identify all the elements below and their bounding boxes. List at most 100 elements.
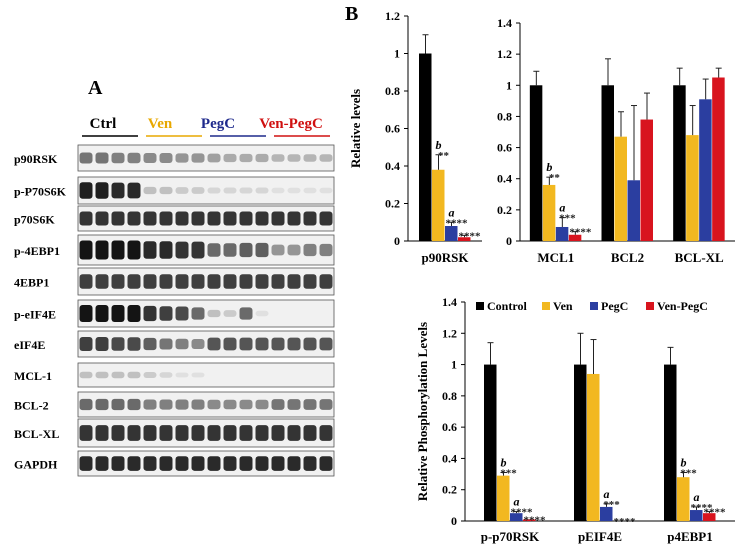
blot-band [191, 187, 205, 194]
y-tick-label: 0.2 [385, 197, 400, 211]
blot-row-label: GAPDH [14, 458, 58, 472]
blot-band [319, 456, 333, 471]
blot-row-label: eIF4E [14, 338, 45, 352]
blot-band [223, 153, 237, 163]
blot-band [175, 399, 189, 410]
blot-band [239, 211, 253, 226]
significance-letter: a [604, 487, 610, 501]
blot-row-label: p90RSK [14, 152, 58, 166]
blot-band [191, 241, 205, 259]
blot-band [239, 456, 253, 471]
blot-band [111, 211, 125, 226]
blot-band [95, 336, 109, 352]
significance-letter: a [514, 495, 520, 509]
bar-ven-pegc [703, 513, 716, 521]
blot-band [303, 154, 317, 162]
blot-band [271, 187, 285, 194]
y-tick-label: 1.2 [385, 9, 400, 23]
blot-band [319, 243, 333, 257]
x-category-label: p-p70RSK [481, 529, 540, 544]
blot-band [111, 398, 125, 411]
blot-band [223, 187, 237, 194]
bar-ven-pegc [712, 77, 725, 241]
blot-band [303, 243, 317, 257]
bar-ven-pegc [458, 237, 471, 241]
blot-band [207, 425, 221, 441]
blot-band [319, 337, 333, 351]
bar-ven [542, 184, 556, 241]
blot-band [191, 399, 205, 410]
blot-band [271, 425, 285, 441]
blot-band [159, 153, 173, 163]
blot-band [175, 372, 189, 378]
blot-band [159, 274, 173, 289]
blot-band [111, 274, 125, 289]
bar-ven [432, 169, 445, 241]
significance-mark: ** [549, 172, 561, 184]
blot-band [239, 153, 253, 163]
blot-band [319, 274, 333, 289]
blot-band [319, 154, 333, 162]
blot-band [79, 371, 93, 379]
blot-band [287, 337, 301, 351]
blot-band [191, 274, 205, 289]
y-tick-label: 0 [451, 514, 457, 528]
blot-band [127, 152, 141, 164]
blot-band [255, 337, 269, 351]
panel-label-b: B [345, 3, 358, 25]
significance-mark: **** [511, 507, 534, 519]
bar-pegc [600, 506, 613, 521]
x-category-label: MCL1 [537, 250, 574, 265]
y-tick-label: 0.8 [385, 84, 400, 98]
bar-ven [497, 475, 510, 521]
panel-label-a: A [88, 77, 103, 99]
y-tick-label: 0.2 [442, 483, 457, 497]
significance-mark: **** [691, 502, 714, 514]
blot-band [207, 456, 221, 471]
y-axis-title: Relative Phosphorylation Levels [415, 322, 430, 501]
blot-band [223, 337, 237, 351]
y-tick-label: 1 [451, 358, 457, 372]
blot-band [255, 425, 269, 441]
blot-band [287, 154, 301, 162]
blot-band [175, 187, 189, 194]
bar-control [574, 364, 587, 521]
blot-band [95, 182, 109, 199]
blot-band [319, 211, 333, 226]
significance-mark: *** [680, 468, 697, 480]
blot-group-label: Ctrl [90, 116, 117, 132]
blot-band [175, 211, 189, 226]
bar-control [664, 364, 677, 521]
blot-group-label: Ven-PegC [259, 116, 323, 132]
blot-band [127, 240, 141, 260]
blot-band [143, 211, 157, 226]
blot-band [159, 456, 173, 471]
blot-band [111, 371, 125, 379]
bar-ven [677, 477, 690, 521]
blot-band [79, 240, 93, 260]
blot-row-label: BCL-2 [14, 399, 49, 413]
blot-band [143, 425, 157, 441]
blot-band [255, 211, 269, 226]
blot-band [111, 152, 125, 164]
blot-band [111, 425, 125, 441]
y-tick-label: 0.4 [385, 159, 400, 173]
y-tick-label: 1 [506, 78, 512, 92]
blot-band [271, 399, 285, 410]
blot-band [223, 274, 237, 289]
y-tick-label: 0.6 [497, 141, 512, 155]
chart-2: 0 0.2 0.4 0.6 0.8 1 1.2 1.4 **b ***a **** MCL1 BCL2 B… [497, 16, 735, 265]
blot-band [303, 425, 317, 441]
blot-band [319, 425, 333, 441]
blot-band [95, 371, 109, 379]
blot-band [319, 399, 333, 410]
bar-ven [614, 136, 627, 241]
blot-band [191, 456, 205, 471]
blot-band [111, 456, 125, 471]
blot-band [95, 274, 109, 289]
blot-band [143, 305, 157, 322]
blot-band [271, 244, 285, 256]
blot-band [127, 182, 141, 199]
